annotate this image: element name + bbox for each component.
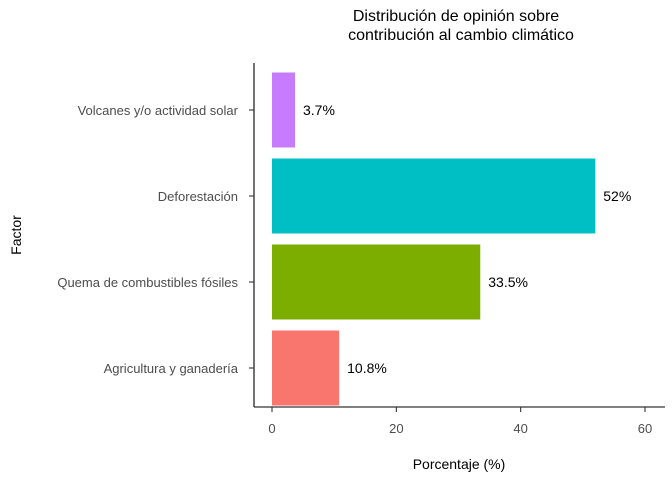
bar-4 <box>272 72 296 148</box>
bars <box>272 72 596 406</box>
bar-1 <box>272 330 340 406</box>
bar-2 <box>272 244 481 320</box>
y-tick-label-4: Volcanes y/o actividad solar <box>78 103 239 118</box>
y-axis-title: Factor <box>8 215 24 255</box>
chart-title-line-2: contribución al cambio climático <box>348 27 574 44</box>
bar-3 <box>272 158 596 234</box>
x-tick-label-20: 20 <box>389 421 403 436</box>
x-axis: 0 20 40 60 <box>254 406 665 436</box>
chart-title-line-1: Distribución de opinión sobre <box>353 8 559 25</box>
data-labels: 10.8% 33.5% 52% 3.7% <box>303 102 631 376</box>
x-axis-title: Porcentaje (%) <box>413 456 506 472</box>
chart-title: Distribución de opinión sobre contribuci… <box>348 8 574 44</box>
y-tick-label-1: Agricultura y ganadería <box>104 361 239 376</box>
y-axis: Agricultura y ganadería Quema de combusti… <box>57 63 255 407</box>
x-tick-label-40: 40 <box>513 421 527 436</box>
data-label-1: 10.8% <box>347 360 387 376</box>
y-tick-label-3: Deforestación <box>158 189 238 204</box>
x-tick-label-0: 0 <box>268 421 275 436</box>
data-label-2: 33.5% <box>488 274 528 290</box>
data-label-4: 3.7% <box>303 102 335 118</box>
x-tick-label-60: 60 <box>638 421 652 436</box>
y-tick-label-2: Quema de combustibles fósiles <box>57 275 238 290</box>
data-label-3: 52% <box>603 188 631 204</box>
